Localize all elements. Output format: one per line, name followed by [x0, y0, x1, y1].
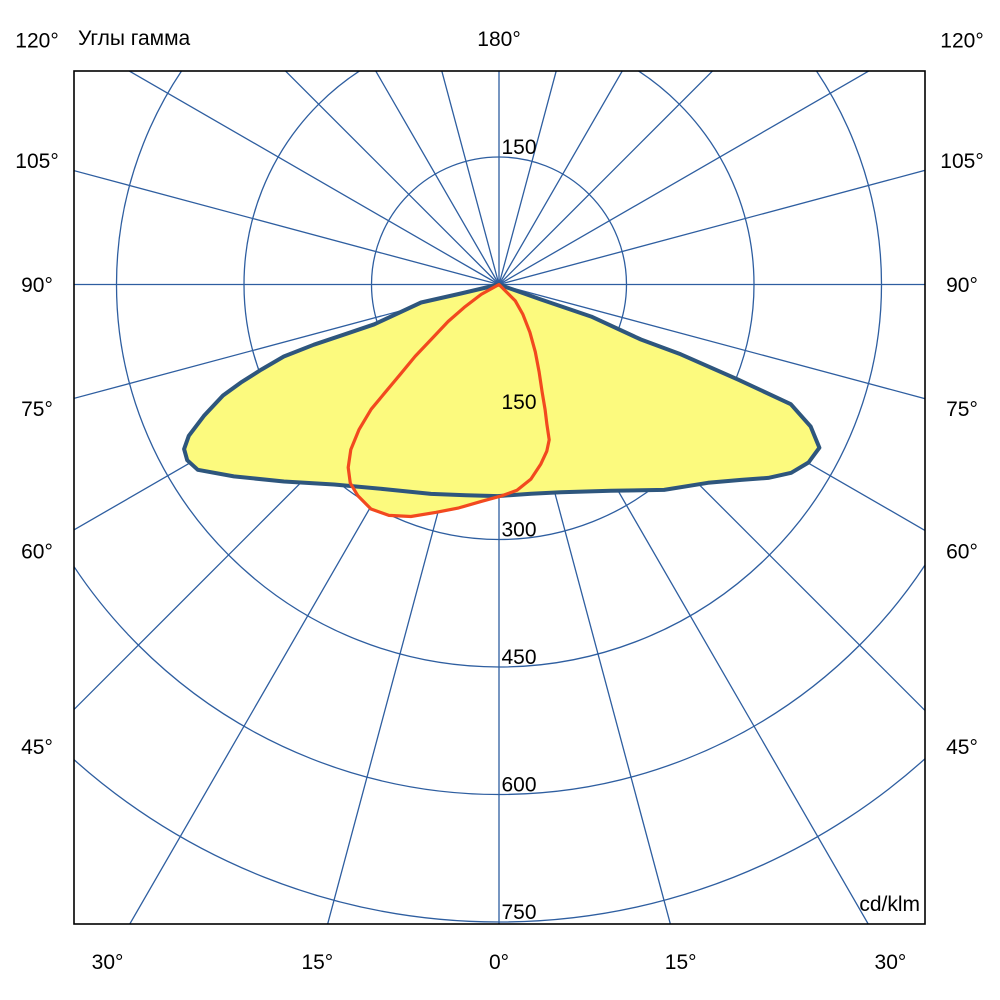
gamma-tick-left: 120° — [15, 30, 58, 53]
ring-label: 600 — [502, 774, 537, 797]
grid-ray — [127, 71, 500, 286]
unit-label: cd/klm — [859, 893, 920, 916]
gamma-tick-right: 90° — [946, 274, 978, 297]
main-curve — [182, 282, 822, 499]
plot-frame — [73, 70, 926, 925]
gamma-tick-left: 90° — [21, 274, 53, 297]
gamma-tick-bottom: 15° — [301, 951, 333, 974]
ring-label: 450 — [502, 646, 537, 669]
gamma-tick-left: 75° — [21, 398, 53, 421]
grid-ray — [498, 169, 925, 286]
ring-label: 150 — [502, 136, 537, 159]
gamma-tick-bottom: 0° — [489, 951, 509, 974]
grid-ray — [374, 71, 500, 285]
grid-ray — [498, 71, 714, 285]
gamma-tick-left: 45° — [21, 736, 53, 759]
diagram-title: Углы гамма — [78, 27, 191, 50]
gamma-tick-right: 105° — [940, 150, 983, 173]
gamma-tick-left: 60° — [21, 541, 53, 564]
grid-ray — [498, 71, 557, 285]
grid-ray — [74, 283, 500, 400]
gamma-tick-right: 75° — [946, 398, 978, 421]
grid-ray — [74, 169, 500, 286]
grid-ray — [498, 71, 624, 285]
secondary-curve — [346, 282, 551, 519]
gamma-tick-top: 180° — [477, 28, 520, 51]
gamma-tick-left: 105° — [15, 150, 58, 173]
gamma-tick-right: 120° — [940, 30, 983, 53]
gamma-tick-bottom: 30° — [92, 951, 124, 974]
ring-label: 300 — [502, 519, 537, 542]
gamma-tick-bottom: 30° — [875, 951, 907, 974]
grid-ray — [498, 71, 871, 286]
ring-label: 150 — [502, 391, 537, 414]
grid-ray — [284, 71, 500, 285]
labels: 150 150 300 450 600 750 45° 45° 60° 60° 75° 75° 90° 9… — [15, 28, 983, 974]
curves — [182, 282, 822, 519]
gamma-tick-right: 45° — [946, 736, 978, 759]
grid-ray — [498, 283, 925, 400]
gamma-tick-right: 60° — [946, 541, 978, 564]
gamma-tick-bottom: 15° — [665, 951, 697, 974]
ring-label: 750 — [502, 901, 537, 924]
grid-ray — [441, 71, 500, 285]
